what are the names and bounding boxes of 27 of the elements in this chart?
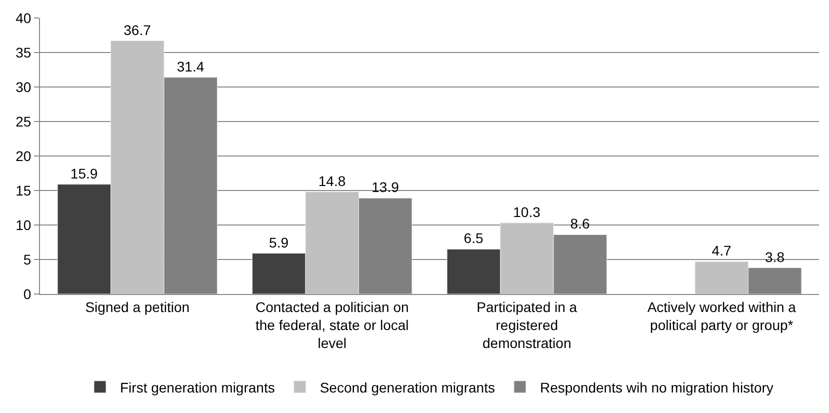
legend-label: First generation migrants [120,379,275,396]
x-tick-label: Actively worked within a political party or group* [647,298,796,333]
y-tick-label: 35 [16,44,32,60]
legend-label: Respondents wih no migration history [540,379,774,396]
y-tick-label: 10 [16,216,32,233]
data-label: 15.9 [70,165,98,182]
data-label: 5.9 [269,234,289,250]
x-tick-label: Contacted a politician on the federal, state or local level [255,298,409,352]
y-tick-label: 5 [23,251,32,268]
data-label: 6.5 [464,230,484,246]
y-tick-label: 0 [23,286,32,302]
y-tick-label: 25 [16,113,32,130]
data-label: 14.8 [318,172,346,189]
legend-label: Second generation migrants [320,379,495,396]
x-tick-label: Participated in a registered demonstration [476,298,578,352]
x-tick-label: Signed a petition [85,298,190,315]
y-tick-label: 40 [16,10,32,26]
data-label: 3.8 [765,248,785,265]
data-label: 13.9 [372,179,400,196]
y-tick-label: 15 [16,182,32,198]
data-label: 10.3 [513,204,541,220]
data-label: 4.7 [712,242,732,259]
y-tick-label: 20 [16,148,32,164]
data-label: 36.7 [124,22,152,38]
data-label: 31.4 [176,58,204,74]
y-tick-label: 30 [16,78,32,95]
data-label: 8.6 [570,216,590,232]
